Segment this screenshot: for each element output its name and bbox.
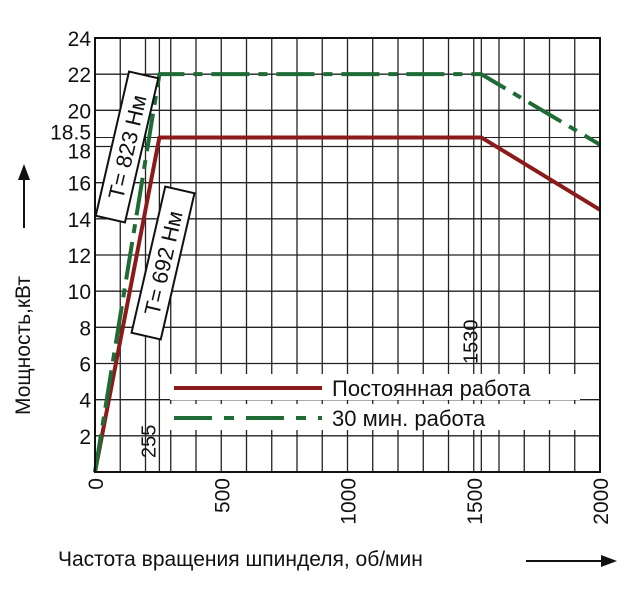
y-tick-label: 6 [79, 354, 91, 377]
y-axis-label: Мощность,кВт [12, 276, 35, 415]
y-tick-label: 14 [68, 209, 92, 232]
legend: Постоянная работа 30 мин. работа [170, 374, 580, 431]
x-tick-label: 1500 [464, 478, 487, 525]
x-axis-arrow [526, 555, 617, 567]
series-layer [93, 72, 602, 473]
plot-border [94, 37, 601, 473]
x-tick-labels: 0 500 1000 1500 2000 [85, 478, 613, 525]
plot-frame [94, 37, 601, 473]
torque-label: T= 692 Нм [130, 185, 196, 341]
reference-label: 1530 [460, 320, 482, 365]
y-tick-label: 10 [68, 281, 91, 304]
y-tick-label: 4 [79, 390, 91, 413]
y-tick-label: 2 [79, 426, 91, 449]
y-tick-label: 16 [68, 173, 91, 196]
y-tick-label: 18.5 [50, 121, 91, 144]
torque-label-box [130, 185, 196, 341]
legend-label: Постоянная работа [332, 376, 531, 401]
y-tick-label: 18 [68, 141, 91, 164]
series-line [93, 135, 602, 473]
legend-entry-background [170, 404, 580, 430]
y-tick-label: 20 [68, 100, 91, 123]
reference-label: 255 [138, 425, 160, 458]
legend-label: 30 мин. работа [332, 406, 486, 431]
series-line [93, 72, 602, 473]
x-axis-label: Частота вращения шпинделя, об/мин [58, 548, 423, 571]
y-tick-label: 24 [68, 28, 92, 51]
y-axis-arrow [18, 164, 30, 228]
y-tick-label: 22 [68, 64, 91, 87]
x-tick-label: 2000 [590, 478, 613, 525]
x-tick-label: 1000 [338, 478, 361, 525]
x-tick-label: 500 [211, 478, 234, 513]
y-tick-label: 8 [79, 317, 91, 340]
torque-label-box [94, 70, 160, 224]
x-tick-label: 0 [85, 478, 108, 490]
y-tick-label: 12 [68, 245, 91, 268]
